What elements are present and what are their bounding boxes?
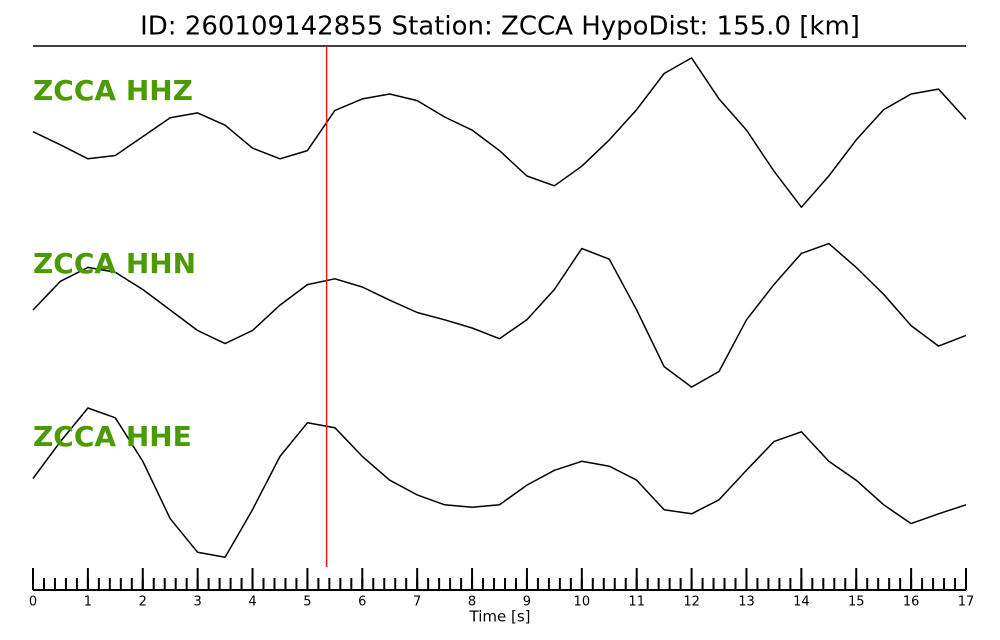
x-tick-label: 6 bbox=[358, 595, 366, 610]
chart-title: ID: 260109142855 Station: ZCCA HypoDist:… bbox=[140, 12, 860, 42]
x-tick-label: 7 bbox=[413, 595, 421, 610]
x-axis-label: Time [s] bbox=[469, 608, 531, 626]
x-tick-label: 12 bbox=[683, 595, 700, 610]
x-tick-label: 5 bbox=[303, 595, 311, 610]
x-tick-label: 2 bbox=[139, 595, 147, 610]
x-tick-label: 13 bbox=[738, 595, 755, 610]
x-tick-label: 1 bbox=[84, 595, 92, 610]
x-tick-label: 10 bbox=[574, 595, 591, 610]
trace-label: ZCCA HHE bbox=[33, 420, 192, 453]
trace bbox=[32, 57, 967, 208]
x-tick-label: 16 bbox=[903, 595, 920, 610]
trace bbox=[32, 407, 967, 558]
x-tick-label: 14 bbox=[793, 595, 810, 610]
x-tick-label: 3 bbox=[194, 595, 202, 610]
x-tick-label: 0 bbox=[29, 595, 37, 610]
x-tick-label: 15 bbox=[848, 595, 865, 610]
x-tick-label: 11 bbox=[628, 595, 645, 610]
x-tick-label: 8 bbox=[468, 595, 476, 610]
trace bbox=[32, 242, 967, 388]
x-tick-label: 9 bbox=[523, 595, 531, 610]
x-tick-label: 4 bbox=[248, 595, 256, 610]
trace-label: ZCCA HHN bbox=[33, 247, 196, 280]
x-tick-label: 17 bbox=[958, 595, 975, 610]
trace-label: ZCCA HHZ bbox=[33, 74, 193, 107]
